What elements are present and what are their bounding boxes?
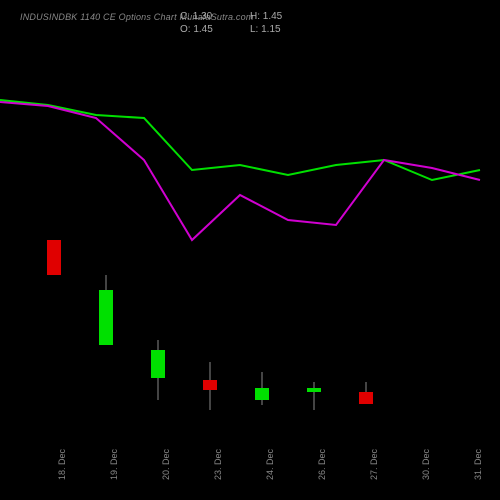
candle-4 xyxy=(255,388,269,400)
x-label: 30. Dec xyxy=(421,449,431,480)
x-label: 26. Dec xyxy=(317,449,327,480)
chart-container: { "title": "INDUSINDBK 1140 CE Options C… xyxy=(0,0,500,500)
x-label: 27. Dec xyxy=(369,449,379,480)
x-label: 19. Dec xyxy=(109,449,119,480)
candle-2 xyxy=(151,350,165,378)
candle-5 xyxy=(307,388,321,392)
x-label: 23. Dec xyxy=(213,449,223,480)
chart-svg xyxy=(0,0,500,500)
x-label: 24. Dec xyxy=(265,449,275,480)
candle-1 xyxy=(99,290,113,345)
x-label: 31. Dec xyxy=(473,449,483,480)
candle-3 xyxy=(203,380,217,390)
candle-6 xyxy=(359,392,373,404)
candle-0 xyxy=(47,240,61,275)
x-label: 18. Dec xyxy=(57,449,67,480)
x-label: 20. Dec xyxy=(161,449,171,480)
